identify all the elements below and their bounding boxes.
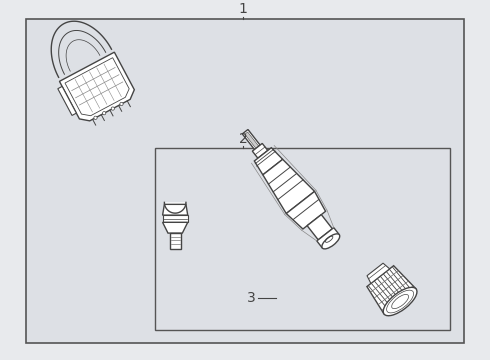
Polygon shape: [170, 233, 180, 249]
Text: 2: 2: [239, 131, 247, 145]
Text: 3: 3: [247, 291, 256, 305]
Polygon shape: [245, 132, 259, 148]
Circle shape: [102, 112, 106, 115]
Bar: [155, 148, 449, 330]
Polygon shape: [58, 86, 76, 116]
Polygon shape: [163, 215, 188, 222]
Text: 1: 1: [239, 2, 247, 16]
Polygon shape: [59, 52, 134, 121]
Circle shape: [111, 107, 115, 110]
Polygon shape: [65, 58, 129, 116]
Polygon shape: [286, 192, 325, 229]
Polygon shape: [263, 159, 315, 213]
Polygon shape: [164, 202, 186, 213]
Circle shape: [94, 116, 97, 120]
Polygon shape: [254, 148, 283, 175]
Bar: [25, 19, 465, 343]
Polygon shape: [367, 266, 416, 314]
Polygon shape: [367, 263, 390, 283]
Ellipse shape: [322, 234, 340, 249]
Polygon shape: [242, 130, 260, 149]
Ellipse shape: [383, 287, 417, 316]
Circle shape: [120, 102, 123, 105]
Polygon shape: [163, 222, 188, 233]
Polygon shape: [252, 143, 268, 158]
Polygon shape: [163, 204, 188, 215]
Polygon shape: [317, 228, 339, 248]
Polygon shape: [307, 215, 332, 240]
